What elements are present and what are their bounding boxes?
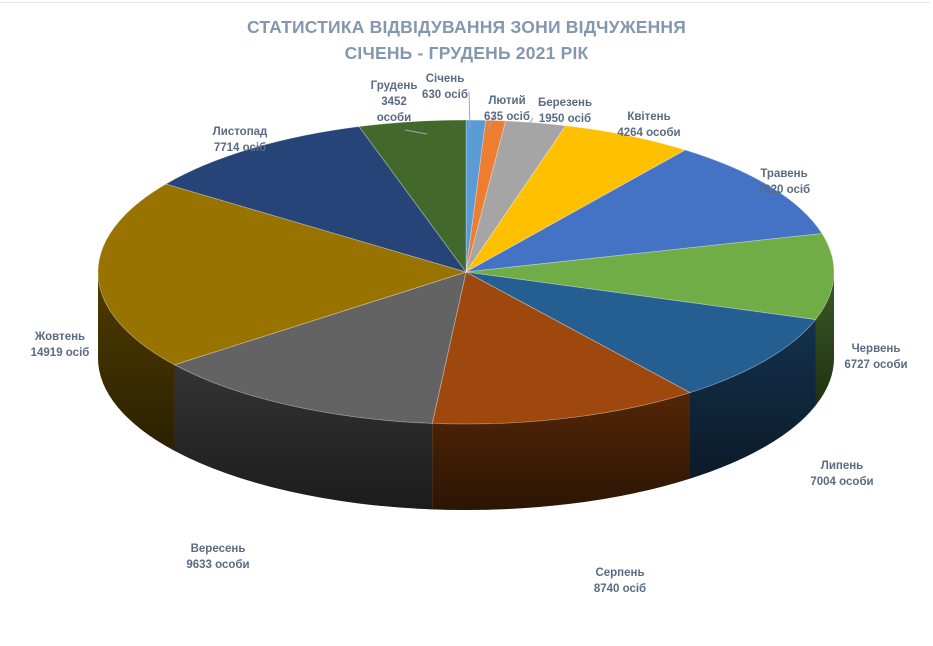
pie-side-shadow-Червень (815, 272, 834, 406)
data-label-Серпень: Серпень 8740 осіб (594, 567, 646, 595)
pie-slice-Вересень (173, 271, 467, 424)
data-label-Січень: Січень 630 осіб (422, 73, 468, 101)
data-label-Червень: Червень 6727 особи (844, 343, 907, 371)
pie-side-shadow-Липень (689, 319, 816, 479)
pie-slice-Квітень (465, 125, 687, 273)
pie-slice-Червень (465, 233, 835, 321)
data-label-Травень: Травень 7920 осіб (758, 168, 810, 196)
data-label-Березень: Березень 1950 осіб (538, 97, 592, 125)
leader-line-Січень (468, 91, 471, 129)
data-label-Грудень: Грудень 3452 особи (371, 80, 418, 124)
pie-slice-Березень (465, 120, 567, 273)
pie-slice-Серпень (431, 271, 692, 425)
data-label-Квітень: Квітень 4264 особи (617, 111, 680, 139)
pie-slice-Травень (465, 149, 823, 273)
chart-subtitle: СІЧЕНЬ - ГРУДЕНЬ 2021 РІК (344, 43, 589, 63)
leader-line-Березень (525, 117, 534, 130)
pie-side-shadow-Жовтень (98, 272, 175, 451)
pie-slice-Грудень (358, 119, 467, 274)
pie-slice-Листопад (164, 126, 468, 273)
pie-slice-Липень (465, 271, 817, 394)
leader-line-Лютий (487, 111, 497, 130)
pie-slice-Жовтень (97, 183, 468, 366)
pie-side-shadow-Вересень (174, 364, 433, 510)
chart-title: СТАТИСТИКА ВІДВІДУВАННЯ ЗОНИ ВІДЧУЖЕННЯ (246, 17, 687, 37)
leader-line-Грудень (404, 129, 428, 135)
pie-side-shadow-Серпень (432, 392, 690, 510)
data-label-Липень: Липень 7004 особи (810, 460, 873, 488)
data-label-Жовтень: Жовтень 14919 осіб (31, 331, 90, 359)
data-label-Лютий: Лютий 635 осіб (484, 95, 530, 123)
pie-slice-Січень (465, 119, 487, 273)
data-label-Листопад: Листопад 7714 осіб (213, 126, 268, 154)
pie-slice-Лютий (465, 119, 507, 273)
data-label-Вересень: Вересень 9633 особи (186, 543, 249, 571)
